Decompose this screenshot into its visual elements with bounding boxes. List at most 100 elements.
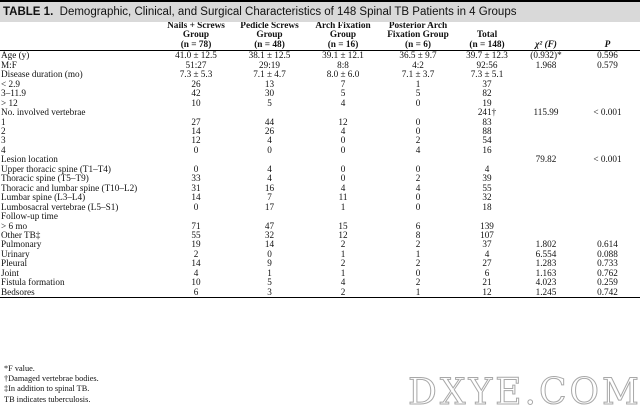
table-cell: 0 bbox=[415, 268, 421, 278]
table-cell bbox=[575, 127, 640, 136]
table-row: Joint 4 1 1 0 6 1.163 0.762 bbox=[0, 269, 640, 278]
table-cell: 15 bbox=[338, 221, 348, 231]
table-row: Age (y) 41.0 ± 12.5 38.1 ± 12.5 39.1 ± 12.1… bbox=[0, 51, 640, 61]
row-label: Disease duration (mo) bbox=[1, 70, 83, 80]
table-cell: 39 bbox=[482, 174, 492, 184]
table-cell bbox=[160, 212, 232, 221]
table-cell: 0 bbox=[415, 202, 421, 212]
table-cell: 2 bbox=[415, 136, 421, 146]
column-header-line-3: (n = 48) bbox=[254, 39, 285, 50]
table-cell: 5 bbox=[267, 98, 272, 108]
table-cell: 14 bbox=[191, 126, 201, 136]
table-cell bbox=[575, 118, 640, 127]
table-label: TABLE 1. bbox=[3, 6, 54, 18]
column-header: χ² (F) bbox=[517, 22, 575, 52]
table-cell: 4 bbox=[267, 136, 272, 146]
table-cell: 2 bbox=[415, 278, 421, 288]
table-cell: 0 bbox=[267, 249, 272, 259]
table-cell: 26 bbox=[264, 126, 275, 136]
table-cell: 39.1 ± 12.1 bbox=[322, 50, 364, 61]
table-cell: 4 bbox=[484, 249, 490, 259]
table-cell: 4.023 bbox=[535, 278, 557, 288]
table-cell: 12 bbox=[338, 117, 348, 127]
table-cell: 8 bbox=[415, 230, 421, 240]
table-cell: 1 bbox=[415, 249, 421, 259]
watermark-logo: DXYE.COM bbox=[408, 372, 640, 414]
table-cell: 10 bbox=[191, 278, 201, 288]
table-cell bbox=[517, 193, 575, 202]
table-cell: 4 bbox=[415, 183, 421, 193]
table-cell: 8.0 ± 6.0 bbox=[326, 70, 360, 80]
table-cell bbox=[457, 155, 517, 164]
table-cell bbox=[307, 212, 379, 221]
table-cell bbox=[517, 222, 575, 231]
table-cell: 2 bbox=[415, 174, 421, 184]
table-cell: 38.1 ± 12.5 bbox=[248, 50, 291, 61]
table-cell: 4 bbox=[415, 145, 421, 155]
table-cell bbox=[575, 193, 640, 202]
table-cell bbox=[160, 108, 232, 117]
table-row: Pleural 14 9 2 2 27 1.283 0.733 bbox=[0, 259, 640, 268]
table-cell: 2 bbox=[340, 240, 346, 250]
table-cell: 0 bbox=[415, 98, 421, 108]
table-cell: 7.3 ± 5.3 bbox=[179, 70, 213, 80]
table-cell: 30 bbox=[264, 89, 275, 99]
table-body: Age (y) 41.0 ± 12.5 38.1 ± 12.5 39.1 ± 12.1… bbox=[0, 51, 640, 299]
table-cell: 12 bbox=[338, 230, 348, 240]
table-cell bbox=[307, 155, 379, 164]
table-cell: 0 bbox=[415, 126, 421, 136]
table-cell: 21 bbox=[482, 278, 492, 288]
table-cell: 2 bbox=[307, 287, 379, 299]
table-cell: 1 bbox=[267, 268, 272, 278]
table-row: Lumbar spine (L3–L4) 14 7 11 0 32 bbox=[0, 193, 640, 202]
table-cell bbox=[517, 99, 575, 108]
table-cell: 33 bbox=[191, 174, 201, 184]
column-header-line-3: P bbox=[604, 39, 611, 50]
table-row: 1 27 44 12 0 83 bbox=[0, 118, 640, 127]
footnote: TB indicates tuberculosis. bbox=[4, 394, 91, 404]
table-cell: 7.1 ± 3.7 bbox=[401, 70, 435, 80]
table-cell bbox=[160, 155, 232, 164]
column-header-line-3: χ² (F) bbox=[535, 39, 557, 50]
table-cell: 1 bbox=[340, 249, 346, 259]
table-cell: 7 bbox=[267, 193, 272, 203]
table-cell bbox=[517, 118, 575, 127]
table-cell: 7 bbox=[340, 79, 346, 89]
table-cell: 6 bbox=[160, 287, 232, 299]
table-row: M:F 51:27 29:19 8:8 4:2 92:56 1.968 0.579 bbox=[0, 61, 640, 70]
header-label-col bbox=[0, 22, 160, 52]
table-cell bbox=[457, 212, 517, 221]
table-cell: 4 bbox=[340, 126, 346, 136]
table-cell: 29:19 bbox=[259, 60, 280, 70]
table-cell bbox=[232, 212, 307, 221]
row-label: < 2.9 bbox=[1, 79, 20, 89]
table-cell bbox=[517, 184, 575, 193]
table-cell: 1.163 bbox=[535, 268, 557, 278]
table-cell: 0 bbox=[340, 136, 346, 146]
table-cell bbox=[379, 155, 457, 164]
row-label: 4 bbox=[1, 145, 6, 155]
table-cell: 36.5 ± 9.7 bbox=[399, 50, 437, 61]
row-label: 3 bbox=[1, 136, 6, 146]
table-cell: 0.614 bbox=[597, 240, 618, 250]
table-cell bbox=[517, 203, 575, 212]
row-label: Lesion location bbox=[1, 155, 58, 165]
table-row: Thoracic spine (T5–T9) 33 4 0 2 39 bbox=[0, 174, 640, 183]
column-header-line-2: Group bbox=[256, 30, 283, 41]
table-cell: 10 bbox=[191, 98, 201, 108]
table-caption: Demographic, Clinical, and Surgical Char… bbox=[59, 6, 517, 18]
table-cell: 1.245 bbox=[517, 287, 575, 299]
table-cell bbox=[575, 184, 640, 193]
table-row: Bedsores 6 3 2 1 12 1.245 0.742 bbox=[0, 287, 640, 299]
table-cell: 0 bbox=[193, 202, 199, 212]
table-cell: 2 bbox=[415, 240, 421, 250]
table-cell: 7.1 ± 4.7 bbox=[253, 70, 286, 80]
column-header-line-3: (n = 148) bbox=[469, 39, 505, 50]
table-cell bbox=[379, 212, 457, 221]
column-header-line-1: Arch Fixation bbox=[315, 22, 371, 31]
table-cell: 2 bbox=[193, 249, 199, 259]
table-cell: 83 bbox=[482, 117, 492, 127]
table-cell bbox=[575, 80, 640, 89]
table-row: No. involved vertebrae 241† 115.99 < 0.001 bbox=[0, 108, 640, 117]
table-cell: 0 bbox=[415, 117, 421, 127]
